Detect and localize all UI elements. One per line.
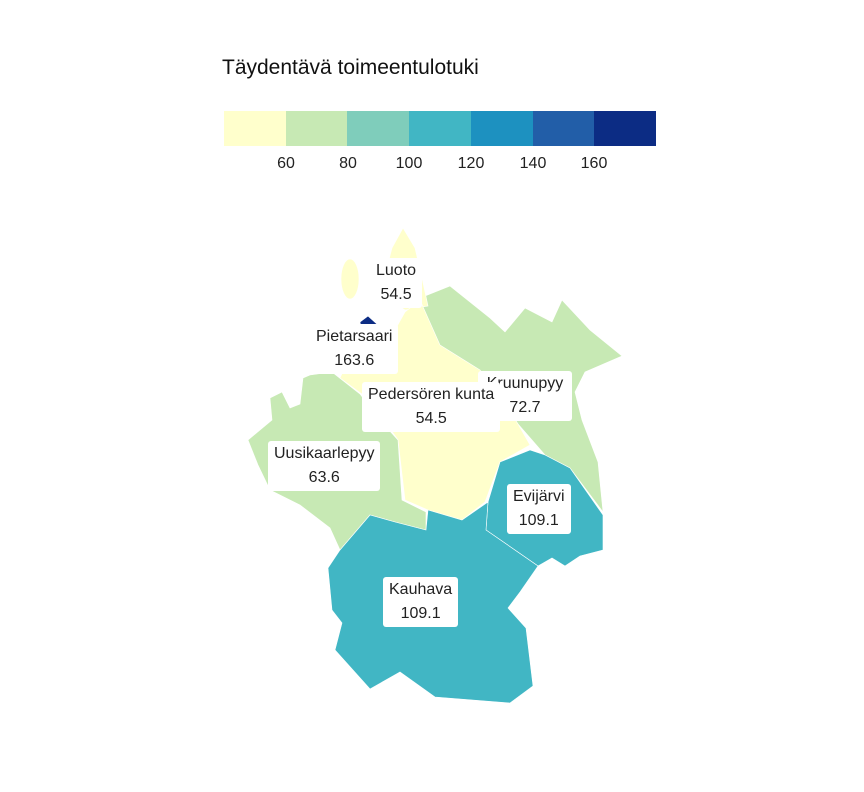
map-label-name: Pedersören kunta: [368, 386, 495, 403]
legend-swatch-7: [594, 111, 657, 146]
map-label-pietarsaari: Pietarsaari 163.6: [310, 324, 399, 374]
legend-tick: 80: [339, 155, 357, 172]
legend-swatch-4: [409, 111, 471, 146]
legend-tick: 120: [457, 155, 485, 172]
map-label-pedersoren: Pedersören kunta 54.5: [362, 382, 501, 432]
map-label-kauhava: Kauhava 109.1: [383, 577, 459, 627]
map-label-value: 63.6: [308, 469, 340, 486]
legend-title: Täydentävä toimeentulotuki: [222, 56, 479, 79]
region-luoto-island[interactable]: [340, 258, 360, 300]
map-label-name: Uusikaarlepyy: [274, 445, 375, 462]
legend-tick: 100: [395, 155, 423, 172]
map-label-value: 109.1: [518, 512, 559, 529]
legend-tick: 160: [580, 155, 608, 172]
color-legend: [224, 111, 657, 146]
map-label-value: 54.5: [380, 286, 412, 303]
map-label-uusikaarlepyy: Uusikaarlepyy 63.6: [268, 441, 381, 491]
legend-swatch-6: [532, 111, 595, 146]
map-label-name: Luoto: [376, 262, 417, 279]
map-label-name: Kruunupyy: [486, 375, 564, 392]
map-label-name: Evijärvi: [513, 488, 565, 505]
map-label-value: 109.1: [400, 605, 441, 622]
legend-swatch-5: [470, 111, 533, 146]
map-label-value: 54.5: [415, 410, 447, 427]
legend-swatch-3: [347, 111, 410, 146]
map-label-value: 163.6: [334, 352, 375, 369]
map-label-kruunupyy: Kruunupyy 72.7: [478, 371, 572, 421]
map-label-name: Kauhava: [389, 581, 453, 598]
legend-swatch-1: [224, 111, 286, 146]
map-label-luoto: Luoto 54.5: [370, 258, 423, 308]
map-label-evijarvi: Evijärvi 109.1: [507, 484, 571, 534]
legend-tick: 60: [277, 155, 295, 172]
legend-swatch-2: [285, 111, 348, 146]
map-label-value: 72.7: [509, 399, 541, 416]
legend-tick: 140: [519, 155, 547, 172]
map-label-name: Pietarsaari: [316, 328, 393, 345]
